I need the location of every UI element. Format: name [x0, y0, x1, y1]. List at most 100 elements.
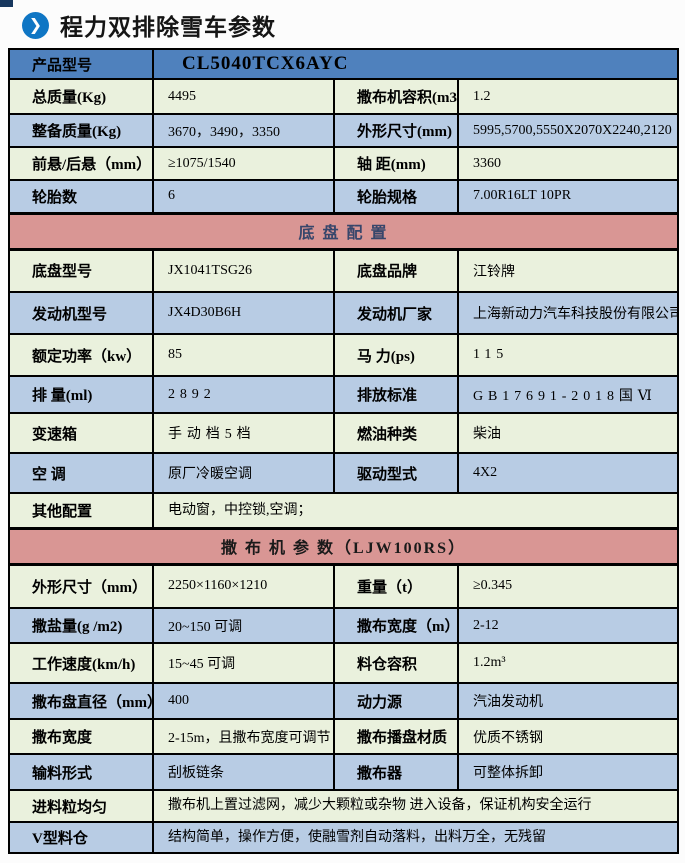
corner-accent — [0, 0, 13, 7]
row-value-cell: 4X2 — [456, 452, 680, 494]
row-label-cell: 总质量(Kg) — [8, 78, 154, 115]
row-label-cell: 重量（t） — [333, 563, 459, 609]
table-row: 撒盐量(g /m2) 20~150 可调 撒布宽度（m） 2-12 — [8, 607, 680, 644]
section-header-row: 底 盘 配 置 — [7, 211, 680, 251]
row-value-cell: 汽油发动机 — [456, 682, 680, 720]
row-value-cell: 4495 — [152, 78, 335, 115]
table-row: V型料仓 结构简单，操作方便，使融雪剂自动落料，出料万全，无残留 — [8, 821, 680, 854]
table-row: 撒布宽度 2-15m，且撒布宽度可调节 撒布播盘材质 优质不锈钢 — [8, 718, 680, 755]
row-value-cell: GB17691-2018国Ⅵ — [456, 375, 680, 414]
row-label-cell: 马 力(ps) — [333, 333, 459, 377]
row-label-cell: 底盘品牌 — [333, 248, 459, 293]
product-model-row: 产品型号 CL5040TCX6AYC — [8, 48, 680, 80]
table-row: 整备质量(Kg) 3670，3490，3350 外形尺寸(mm) 5995,5700,… — [8, 113, 680, 148]
section-title-cell: 底 盘 配 置 — [7, 211, 680, 251]
row-label-cell: 底盘型号 — [8, 248, 154, 293]
row-label-cell: 外形尺寸(mm) — [333, 113, 459, 148]
row-label-cell: 撒布盘直径（mm） — [8, 682, 154, 720]
section-title-cell: 撒 布 机 参 数（LJW100RS） — [7, 526, 680, 566]
row-label-cell: V型料仓 — [8, 821, 154, 854]
chevron-right-icon: ❯ — [22, 11, 49, 39]
row-value-cell: 优质不锈钢 — [456, 718, 680, 755]
row-label-cell: 排 量(ml) — [8, 375, 154, 414]
row-value-cell: 3670，3490，3350 — [152, 113, 335, 148]
row-value-cell: ≥1075/1540 — [152, 146, 335, 181]
row-value-cell: ≥0.345 — [456, 563, 680, 609]
row-label-cell: 排放标准 — [333, 375, 459, 414]
row-label-cell: 工作速度(km/h) — [8, 642, 154, 684]
table-row: 总质量(Kg) 4495 撒布机容积(m3) 1.2 — [8, 78, 680, 115]
row-label-cell: 料仓容积 — [333, 642, 459, 684]
table-row: 变速箱 手动档5档 燃油种类 柴油 — [8, 412, 680, 454]
row-value-cell: 5995,5700,5550X2070X2240,2120 — [456, 113, 680, 148]
page-title: 程力双排除雪车参数 — [60, 14, 276, 40]
row-value-cell: 电动窗，中控锁,空调； — [151, 492, 680, 529]
row-label-cell: 进料粒均匀 — [8, 789, 154, 823]
row-value-cell: 1.2m³ — [456, 642, 680, 684]
row-value-cell: 3360 — [456, 146, 680, 181]
section-header-row: 撒 布 机 参 数（LJW100RS） — [7, 526, 680, 566]
row-label-cell: 轴 距(mm) — [333, 146, 459, 181]
row-label-cell: 轮胎规格 — [333, 179, 459, 214]
row-value-cell: 2250×1160×1210 — [152, 563, 335, 609]
row-label-cell: 发动机厂家 — [333, 291, 459, 335]
row-value-cell: 可整体拆卸 — [456, 753, 680, 791]
table-row: 工作速度(km/h) 15~45 可调 料仓容积 1.2m³ — [8, 642, 680, 684]
row-label-cell: 驱动型式 — [333, 452, 459, 494]
row-value-cell: 上海新动力汽车科技股份有限公司 — [456, 291, 680, 335]
row-label-cell: 产品型号 — [8, 48, 154, 80]
row-label-cell: 燃油种类 — [333, 412, 459, 454]
row-value-cell: 2892 — [152, 375, 335, 414]
row-label-cell: 空 调 — [8, 452, 154, 494]
row-label-cell: 动力源 — [333, 682, 459, 720]
row-value-cell: 115 — [456, 333, 680, 377]
row-label-cell: 其他配置 — [8, 492, 154, 529]
table-row: 轮胎数 6 轮胎规格 7.00R16LT 10PR — [8, 179, 680, 214]
table-row: 底盘型号 JX1041TSG26 底盘品牌 江铃牌 — [8, 248, 680, 293]
table-row: 输料形式 刮板链条 撒布器 可整体拆卸 — [8, 753, 680, 791]
row-value-cell: 2-12 — [456, 607, 680, 644]
row-value-cell: 1.2 — [456, 78, 680, 115]
row-label-cell: 输料形式 — [8, 753, 154, 791]
row-label-cell: 变速箱 — [8, 412, 154, 454]
table-row: 其他配置 电动窗，中控锁,空调； — [8, 492, 680, 529]
row-value-cell: 7.00R16LT 10PR — [456, 179, 680, 214]
row-label-cell: 发动机型号 — [8, 291, 154, 335]
row-value-cell: 15~45 可调 — [152, 642, 335, 684]
row-value-cell: 结构简单，操作方便，使融雪剂自动落料，出料万全，无残留 — [151, 821, 680, 854]
row-value-cell: 6 — [152, 179, 335, 214]
row-label-cell: 额定功率（kw） — [8, 333, 154, 377]
table-row: 排 量(ml) 2892 排放标准 GB17691-2018国Ⅵ — [8, 375, 680, 414]
row-value-cell: JX1041TSG26 — [152, 248, 335, 293]
product-model-value-cell: CL5040TCX6AYC — [151, 48, 680, 80]
row-label-cell: 撒盐量(g /m2) — [8, 607, 154, 644]
row-label-cell: 撒布器 — [333, 753, 459, 791]
table-row: 进料粒均匀 撒布机上置过滤网，减少大颗粒或杂物 进入设备，保证机构安全运行 — [8, 789, 680, 823]
row-value-cell: 手动档5档 — [152, 412, 335, 454]
row-value-cell: 撒布机上置过滤网，减少大颗粒或杂物 进入设备，保证机构安全运行 — [151, 789, 680, 823]
table-row: 空 调原厂冷暖空调 驱动型式 4X2 — [8, 452, 680, 494]
row-value-cell: 刮板链条 — [152, 753, 335, 791]
table-row: 外形尺寸（mm） 2250×1160×1210 重量（t） ≥0.345 — [8, 563, 680, 609]
row-value-cell: 柴油 — [456, 412, 680, 454]
row-label-cell: 撒布播盘材质 — [333, 718, 459, 755]
row-label-cell: 撒布宽度（m） — [333, 607, 459, 644]
row-value-cell: 85 — [152, 333, 335, 377]
row-label-cell: 前悬/后悬（mm） — [8, 146, 154, 181]
spec-table: 产品型号 CL5040TCX6AYC 总质量(Kg) 4495 撒布机容积(m3) 1.2… — [7, 48, 680, 854]
row-label-cell: 撒布机容积(m3) — [333, 78, 459, 115]
row-value-cell: JX4D30B6H — [152, 291, 335, 335]
row-value-cell: 原厂冷暖空调 — [152, 452, 335, 494]
row-value-cell: 江铃牌 — [456, 248, 680, 293]
row-label-cell: 轮胎数 — [8, 179, 154, 214]
row-label-cell: 外形尺寸（mm） — [8, 563, 154, 609]
table-row: 发动机型号 JX4D30B6H 发动机厂家 上海新动力汽车科技股份有限公司 — [8, 291, 680, 335]
table-row: 前悬/后悬（mm） ≥1075/1540 轴 距(mm) 3360 — [8, 146, 680, 181]
row-label-cell: 撒布宽度 — [8, 718, 154, 755]
row-value-cell: 2-15m，且撒布宽度可调节 — [152, 718, 335, 755]
table-row: 撒布盘直径（mm） 400 动力源 汽油发动机 — [8, 682, 680, 720]
table-row: 额定功率（kw） 85 马 力(ps) 115 — [8, 333, 680, 377]
row-value-cell: 20~150 可调 — [152, 607, 335, 644]
row-label-cell: 整备质量(Kg) — [8, 113, 154, 148]
row-value-cell: 400 — [152, 682, 335, 720]
